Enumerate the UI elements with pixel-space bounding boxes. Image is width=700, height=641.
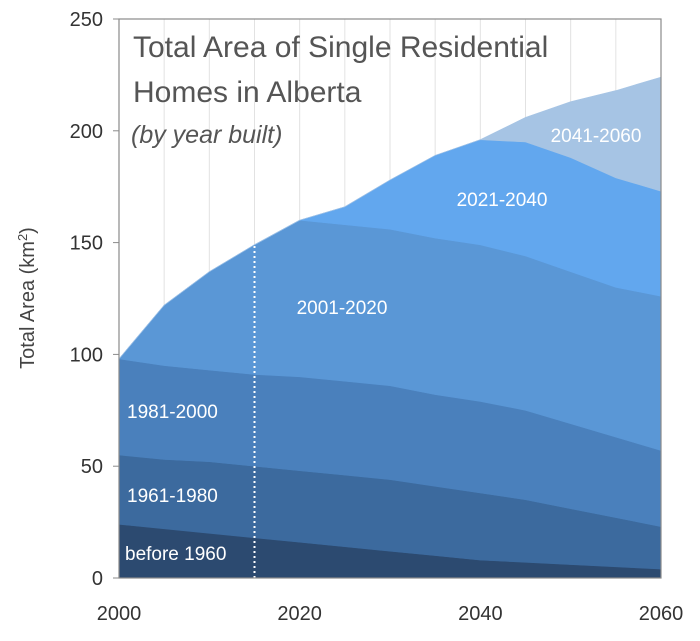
plot-frame — [118, 18, 662, 579]
chart-title-line-1: Total Area of Single Residential — [133, 31, 548, 64]
y-tick-label: 100 — [70, 344, 103, 366]
x-tick-label: 2000 — [97, 603, 142, 625]
band-label-2021-2040: 2021-2040 — [457, 190, 548, 211]
y-axis-ticks: 0 50 100 150 200 250 — [70, 9, 119, 590]
y-tick-label: 200 — [70, 121, 103, 143]
band-label-1981-2000: 1981-2000 — [127, 402, 218, 423]
y-tick-label: 250 — [70, 9, 103, 31]
y-tick-label: 150 — [70, 233, 103, 255]
y-tick-label: 0 — [92, 568, 103, 590]
band-label-2001-2020: 2001-2020 — [297, 298, 388, 319]
y-axis-label: Total Area (km2) — [15, 227, 39, 369]
chart-title-line-2: Homes in Alberta — [133, 76, 362, 109]
chart-subtitle: (by year built) — [131, 121, 282, 149]
band-labels: before 1960 1961-1980 1981-2000 2001-2020 20… — [125, 126, 641, 565]
x-tick-label: 2040 — [458, 603, 503, 625]
x-tick-label: 2060 — [639, 603, 684, 625]
band-label-before-1960: before 1960 — [125, 544, 226, 565]
band-label-1961-1980: 1961-1980 — [127, 486, 218, 507]
y-tick-label: 50 — [81, 456, 103, 478]
x-tick-label: 2020 — [277, 603, 322, 625]
x-axis-ticks: 2000 2020 2040 2060 — [97, 603, 684, 625]
band-label-2041-2060: 2041-2060 — [551, 126, 642, 147]
